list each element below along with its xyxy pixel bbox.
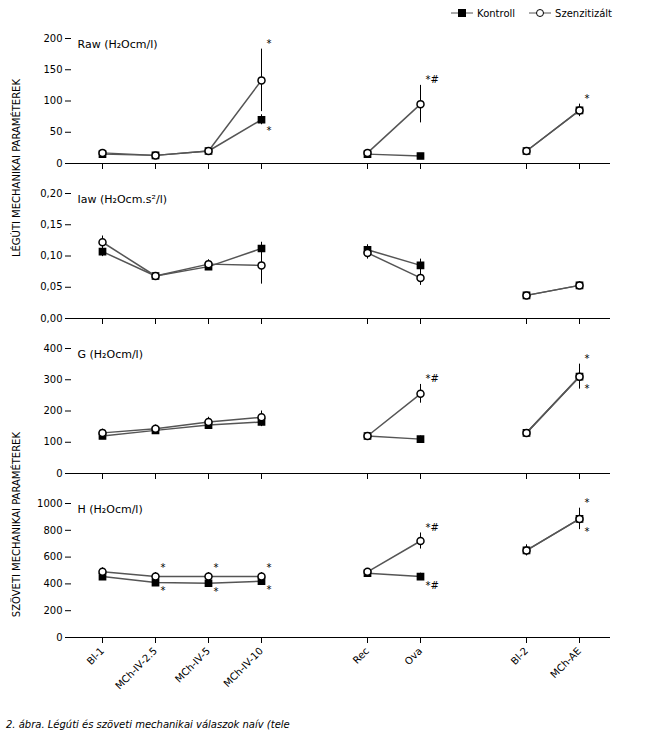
svg-text:*: * [585,353,590,364]
svg-text:*: * [267,38,272,49]
svg-text:MCh-AE: MCh-AE [548,645,583,680]
svg-text:0: 0 [56,468,62,479]
svg-text:MCh-IV-2.5: MCh-IV-2.5 [113,645,159,691]
svg-text:*: * [161,562,166,573]
svg-text:G (H₂Ocm/l): G (H₂Ocm/l) [78,348,143,361]
svg-text:0,00: 0,00 [40,313,62,324]
svg-text:0,05: 0,05 [40,281,62,292]
svg-text:*#: *# [426,580,439,591]
svg-text:*: * [214,562,219,573]
svg-text:0,15: 0,15 [40,219,62,230]
svg-text:800: 800 [43,525,62,536]
svg-text:100: 100 [43,95,62,106]
svg-text:200: 200 [43,405,62,416]
html-text:Szenzitizált: Szenzitizált [555,7,612,19]
svg-text:*: * [585,383,590,394]
svg-text:Iaw (H₂Ocm.s²/l): Iaw (H₂Ocm.s²/l) [78,193,168,206]
svg-text:150: 150 [43,64,62,75]
svg-text:Bl-2: Bl-2 [509,645,531,667]
svg-text:Raw (H₂Ocm/l): Raw (H₂Ocm/l) [78,38,158,51]
svg-text:Rec: Rec [351,645,372,666]
svg-text:Bl-1: Bl-1 [85,645,107,667]
html-text:SZÖVETI MECHANIKAI PARAMÉTEREK: SZÖVETI MECHANIKAI PARAMÉTEREK [10,431,22,618]
svg-text:200: 200 [43,33,62,44]
html-text:2. ábra. Légúti és szöveti mec: 2. ábra. Légúti és szöveti mechanikai vá… [6,719,290,730]
svg-text:0,20: 0,20 [40,188,62,199]
svg-text:200: 200 [43,605,62,616]
svg-text:*: * [585,497,590,508]
svg-text:MCh-IV-10: MCh-IV-10 [221,645,265,689]
svg-text:Ova: Ova [402,645,424,667]
svg-text:100: 100 [43,436,62,447]
svg-text:400: 400 [43,578,62,589]
svg-text:1000: 1000 [37,498,62,509]
svg-text:50: 50 [50,126,63,137]
svg-text:0,10: 0,10 [40,250,62,261]
svg-text:0: 0 [56,158,62,169]
svg-text:H (H₂Ocm/l): H (H₂Ocm/l) [78,503,143,516]
svg-text:0: 0 [56,632,62,643]
html-text:Kontroll: Kontroll [477,7,516,19]
svg-text:*#: *# [426,373,439,384]
svg-text:*: * [585,93,590,104]
svg-text:*: * [267,584,272,595]
svg-text:*: * [585,526,590,537]
svg-text:600: 600 [43,551,62,562]
svg-text:*: * [267,562,272,573]
svg-text:*: * [267,125,272,136]
html-text:LÉGÚTI MECHANIKAI PARAMÉTEREK: LÉGÚTI MECHANIKAI PARAMÉTEREK [10,79,22,257]
svg-text:400: 400 [43,343,62,354]
svg-text:*: * [161,585,166,596]
svg-text:MCh-IV-5: MCh-IV-5 [173,645,212,684]
svg-text:*: * [214,586,219,597]
svg-text:300: 300 [43,374,62,385]
svg-text:*#: *# [426,74,439,85]
svg-text:*#: *# [426,522,439,533]
